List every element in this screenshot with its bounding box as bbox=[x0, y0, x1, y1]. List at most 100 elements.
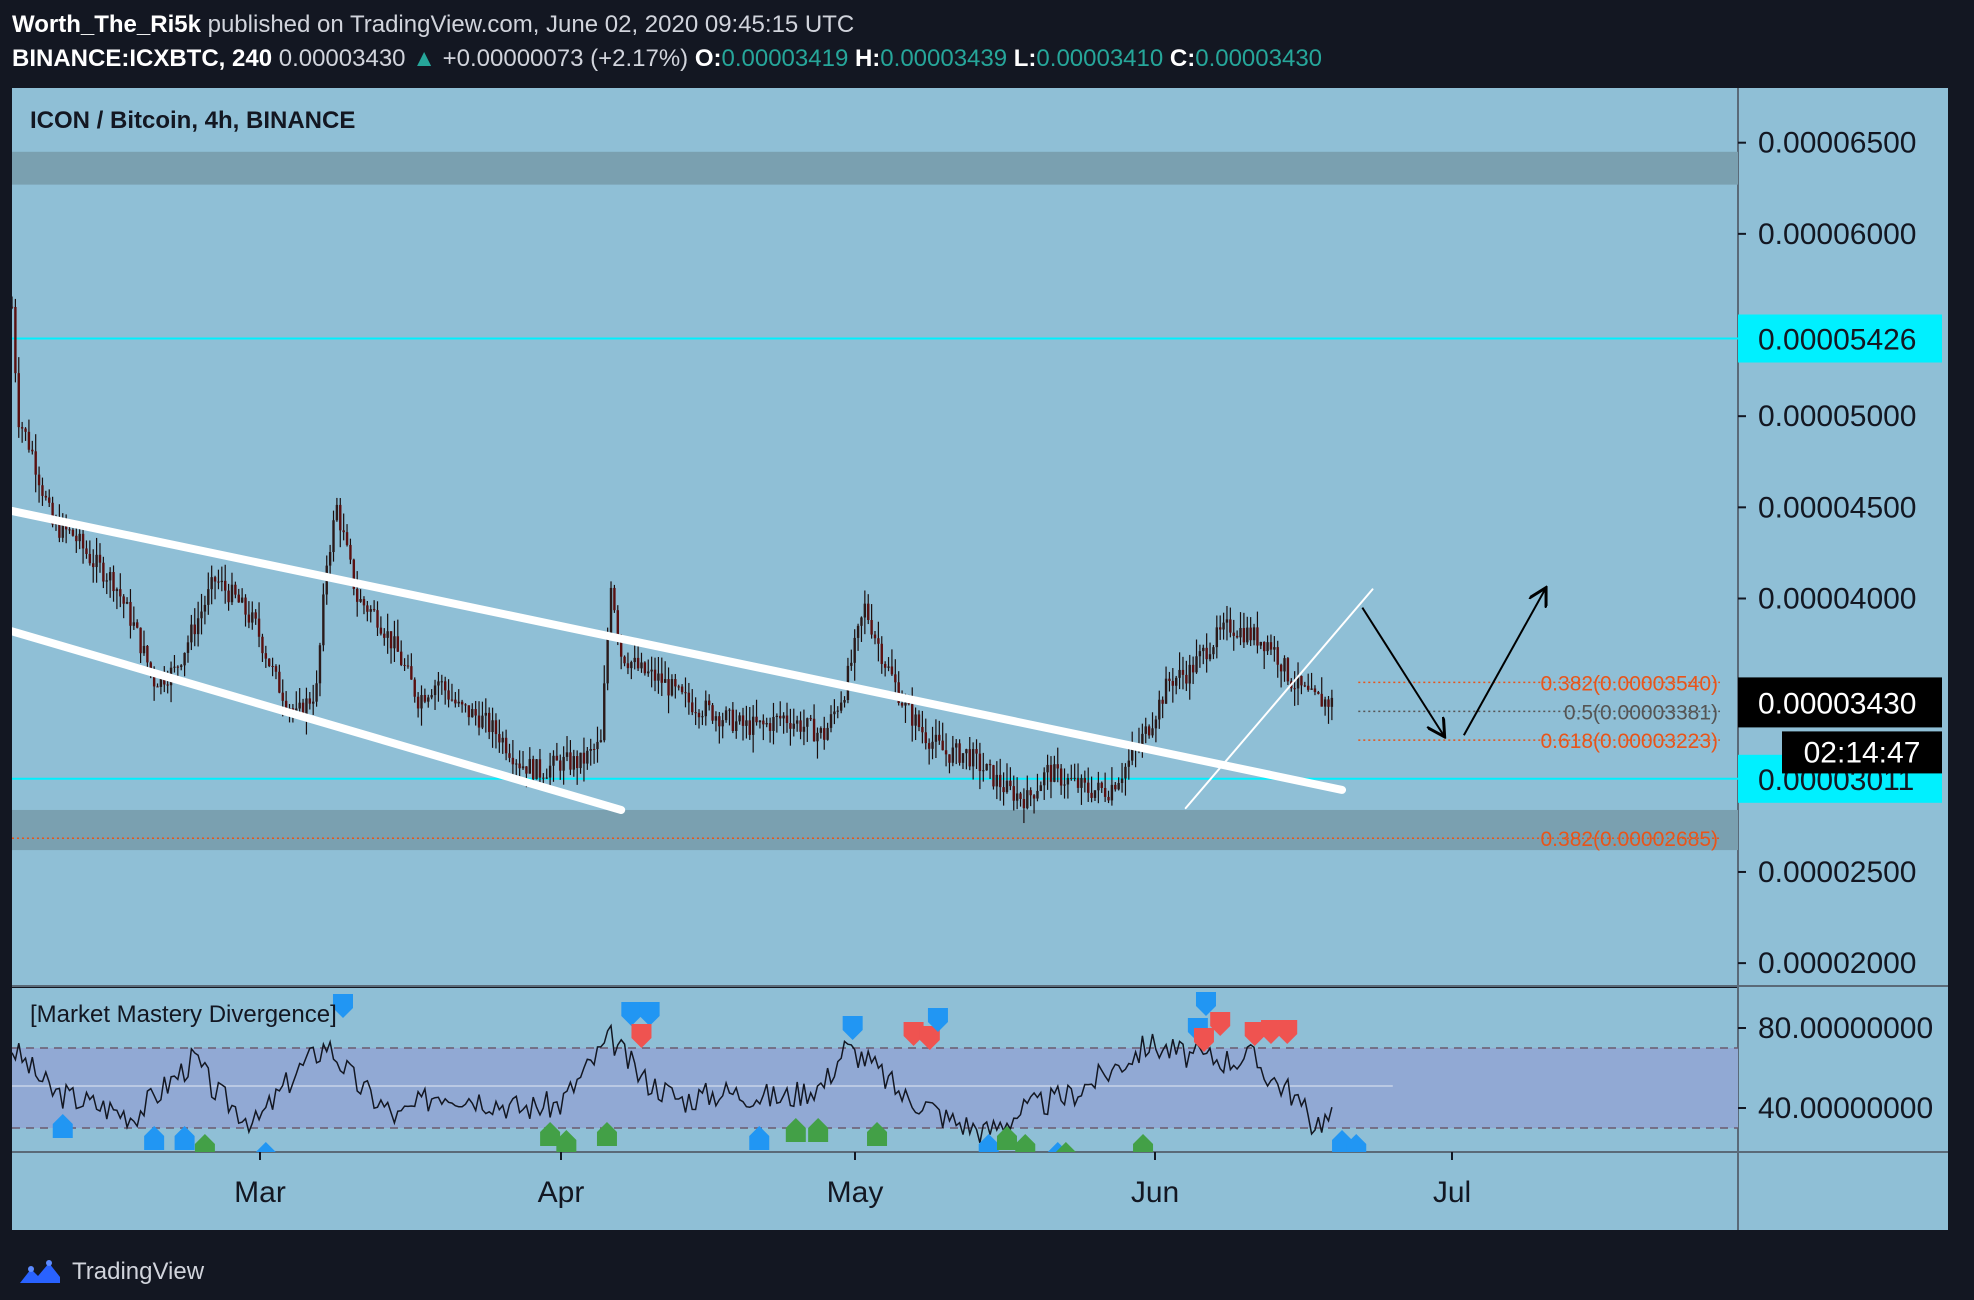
candle-body bbox=[41, 485, 44, 496]
price-tick-4: 0.00004000 bbox=[1758, 582, 1917, 615]
candle-body bbox=[58, 521, 61, 538]
candle-body bbox=[1107, 796, 1110, 801]
candle-body bbox=[410, 666, 413, 680]
candle-body bbox=[1198, 651, 1202, 657]
candle-body bbox=[474, 709, 477, 716]
candle-body bbox=[240, 597, 244, 603]
candle-body bbox=[467, 705, 471, 718]
candle-body bbox=[230, 584, 234, 603]
candle-body bbox=[782, 715, 785, 719]
candle-body bbox=[383, 633, 386, 638]
author-name[interactable]: Worth_The_Ri5k bbox=[12, 11, 201, 38]
candle-body bbox=[883, 663, 887, 668]
candle-body bbox=[481, 715, 484, 728]
price-tick-1: 0.00006000 bbox=[1758, 218, 1917, 251]
time-tick-4: Jul bbox=[1433, 1176, 1471, 1209]
candle-body bbox=[606, 635, 609, 684]
candle-body bbox=[1273, 647, 1276, 650]
candle-body bbox=[491, 720, 494, 733]
candle-body bbox=[511, 757, 515, 765]
candle-body bbox=[985, 764, 988, 771]
divergence-marker-10 bbox=[639, 1002, 660, 1026]
candle-body bbox=[572, 756, 575, 770]
price-axis-bg bbox=[1738, 88, 1948, 1230]
candle-body bbox=[569, 752, 572, 770]
candle-body bbox=[1076, 777, 1080, 788]
candle-body bbox=[102, 562, 105, 582]
divergence-marker-31 bbox=[1260, 1020, 1281, 1044]
candle-body bbox=[860, 617, 863, 626]
current-price-label: 0.00003430 bbox=[1758, 687, 1917, 720]
divergence-marker-28 bbox=[1193, 1028, 1214, 1052]
candle-body bbox=[992, 765, 995, 787]
candle-body bbox=[1151, 728, 1154, 736]
candle-body bbox=[477, 715, 481, 728]
candle-body bbox=[575, 756, 579, 769]
candle-body bbox=[701, 716, 704, 718]
candle-body bbox=[274, 666, 278, 672]
candle-body bbox=[237, 594, 240, 603]
candle-body bbox=[1080, 777, 1083, 788]
candle-body bbox=[684, 692, 687, 694]
candle-body bbox=[1178, 669, 1181, 678]
publish-info: published on TradingView.com, June 02, 2… bbox=[200, 11, 855, 38]
candle-body bbox=[785, 715, 789, 724]
zone-band-1 bbox=[12, 809, 1738, 851]
candle-body bbox=[1219, 627, 1222, 630]
candle-body bbox=[369, 609, 372, 612]
candle-body bbox=[136, 622, 139, 628]
candle-body bbox=[44, 495, 48, 498]
candle-body bbox=[619, 636, 623, 657]
candle-body bbox=[1154, 719, 1158, 729]
candle-body bbox=[616, 610, 619, 637]
candle-body bbox=[1110, 784, 1114, 801]
candle-body bbox=[592, 749, 596, 751]
candle-body bbox=[423, 695, 427, 702]
price-tick-0: 0.00006500 bbox=[1758, 127, 1917, 160]
candle-body bbox=[108, 572, 112, 581]
candle-body bbox=[839, 702, 843, 711]
divergence-marker-24 bbox=[1055, 1142, 1076, 1152]
candle-body bbox=[823, 728, 826, 740]
candle-body bbox=[559, 760, 562, 771]
candle-body bbox=[1283, 658, 1286, 672]
candle-body bbox=[653, 669, 657, 681]
candle-body bbox=[931, 741, 934, 749]
candle-body bbox=[1208, 654, 1212, 660]
divergence-marker-34 bbox=[1346, 1134, 1367, 1152]
divergence-marker-20 bbox=[978, 1134, 999, 1152]
price-change: +0.00000073 (+2.17%) bbox=[442, 45, 689, 72]
candle-body bbox=[873, 634, 877, 639]
candle-body bbox=[78, 533, 81, 542]
candle-body bbox=[440, 681, 444, 683]
candle-body bbox=[125, 601, 129, 604]
candle-body bbox=[850, 662, 853, 666]
candle-body bbox=[982, 770, 985, 772]
candle-body bbox=[836, 710, 839, 712]
candle-body bbox=[1022, 798, 1026, 809]
candle-body bbox=[220, 580, 224, 583]
candle-body bbox=[938, 734, 941, 741]
candle-body bbox=[420, 695, 423, 709]
candle-body bbox=[413, 679, 416, 697]
candle-body bbox=[24, 428, 27, 432]
candle-body bbox=[498, 734, 501, 743]
candle-body bbox=[508, 753, 511, 758]
candle-body bbox=[1093, 790, 1097, 798]
candle-body bbox=[61, 521, 64, 538]
candle-body bbox=[948, 754, 951, 763]
candle-body bbox=[416, 696, 420, 709]
candle-body bbox=[944, 750, 948, 755]
symbol-label[interactable]: BINANCE:ICXBTC, 240 bbox=[12, 45, 273, 72]
candle-body bbox=[92, 563, 95, 568]
candle-body bbox=[934, 734, 938, 742]
candle-body bbox=[867, 603, 870, 621]
divergence-marker-13 bbox=[785, 1118, 806, 1142]
candle-body bbox=[301, 702, 305, 717]
candle-body bbox=[298, 702, 301, 709]
tradingview-brand[interactable]: TradingView bbox=[18, 1258, 204, 1286]
candle-body bbox=[1117, 783, 1120, 790]
candle-body bbox=[501, 737, 504, 743]
ohlc-line: BINANCE:ICXBTC, 240 0.00003430 ▲ +0.0000… bbox=[12, 42, 1322, 76]
